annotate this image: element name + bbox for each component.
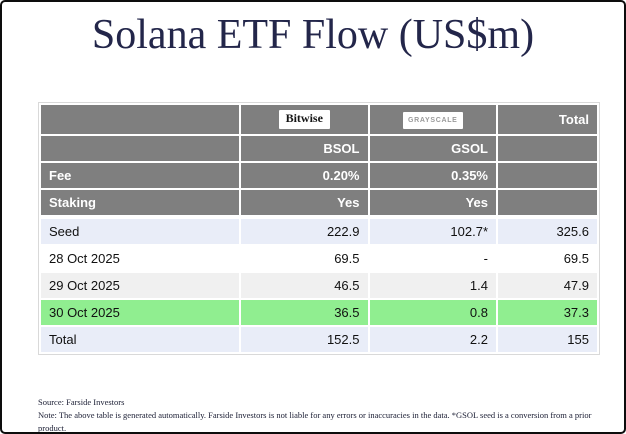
bitwise-logo: Bitwise [278, 110, 330, 129]
cell-total-bsol: 152.5 [241, 327, 368, 352]
disclaimer-note: Note: The above table is generated autom… [38, 410, 592, 434]
table-row-tickers: BSOL GSOL [41, 136, 597, 161]
cell-29oct-label: 29 Oct 2025 [41, 273, 239, 298]
cell-total-gsol: 2.2 [369, 327, 496, 352]
cell-staking-gsol: Yes [369, 190, 496, 215]
cell-total-label: Total [41, 327, 239, 352]
footnotes: Source: Farside Investors Note: The abov… [38, 396, 604, 434]
table-row-staking: Staking Yes Yes [41, 190, 597, 215]
cell-30oct-label: 30 Oct 2025 [41, 300, 239, 325]
cell-fee-bsol: 0.20% [241, 163, 368, 188]
cell-seed-gsol: 102.7* [369, 217, 496, 244]
cell-ticker-empty [41, 136, 239, 161]
table-row-total: Total 152.5 2.2 155 [41, 327, 597, 352]
cell-30oct-bsol: 36.5 [241, 300, 368, 325]
table-container: Bitwise GRAYSCALE Total BSOL GSOL Fee 0.… [38, 102, 600, 355]
bsol-ticker-header: BSOL [241, 136, 368, 161]
cell-total-total: 155 [498, 327, 597, 352]
cell-30oct-total: 37.3 [498, 300, 597, 325]
cell-seed-label: Seed [41, 217, 239, 244]
cell-staking-label: Staking [41, 190, 239, 215]
cell-seed-bsol: 222.9 [241, 217, 368, 244]
cell-28oct-label: 28 Oct 2025 [41, 246, 239, 271]
table-row-29-oct-2025: 29 Oct 2025 46.5 1.4 47.9 [41, 273, 597, 298]
cell-28oct-gsol: - [369, 246, 496, 271]
cell-fee-total [498, 163, 597, 188]
cell-seed-total: 325.6 [498, 217, 597, 244]
table-row-28-oct-2025: 28 Oct 2025 69.5 - 69.5 [41, 246, 597, 271]
table-row-logos: Bitwise GRAYSCALE Total [41, 105, 597, 134]
cell-bitwise-logo: Bitwise [241, 105, 368, 134]
cell-ticker-total-empty [498, 136, 597, 161]
cell-fee-label: Fee [41, 163, 239, 188]
cell-29oct-total: 47.9 [498, 273, 597, 298]
grayscale-logo: GRAYSCALE [402, 112, 463, 129]
cell-28oct-bsol: 69.5 [241, 246, 368, 271]
cell-staking-total [498, 190, 597, 215]
etf-flow-table: Bitwise GRAYSCALE Total BSOL GSOL Fee 0.… [38, 102, 600, 355]
table-row-seed: Seed 222.9 102.7* 325.6 [41, 217, 597, 244]
table-row-30-oct-2025-highlighted: 30 Oct 2025 36.5 0.8 37.3 [41, 300, 597, 325]
cell-fee-gsol: 0.35% [369, 163, 496, 188]
cell-28oct-total: 69.5 [498, 246, 597, 271]
cell-staking-bsol: Yes [241, 190, 368, 215]
gsol-ticker-header: GSOL [369, 136, 496, 161]
cell-29oct-gsol: 1.4 [369, 273, 496, 298]
cell-corner-empty [41, 105, 239, 134]
source-note: Source: Farside Investors [38, 397, 125, 407]
cell-grayscale-logo: GRAYSCALE [369, 105, 496, 134]
total-column-header: Total [498, 105, 597, 134]
cell-29oct-bsol: 46.5 [241, 273, 368, 298]
cell-30oct-gsol: 0.8 [369, 300, 496, 325]
page-title: Solana ETF Flow (US$m) [91, 12, 535, 58]
table-row-fee: Fee 0.20% 0.35% [41, 163, 597, 188]
